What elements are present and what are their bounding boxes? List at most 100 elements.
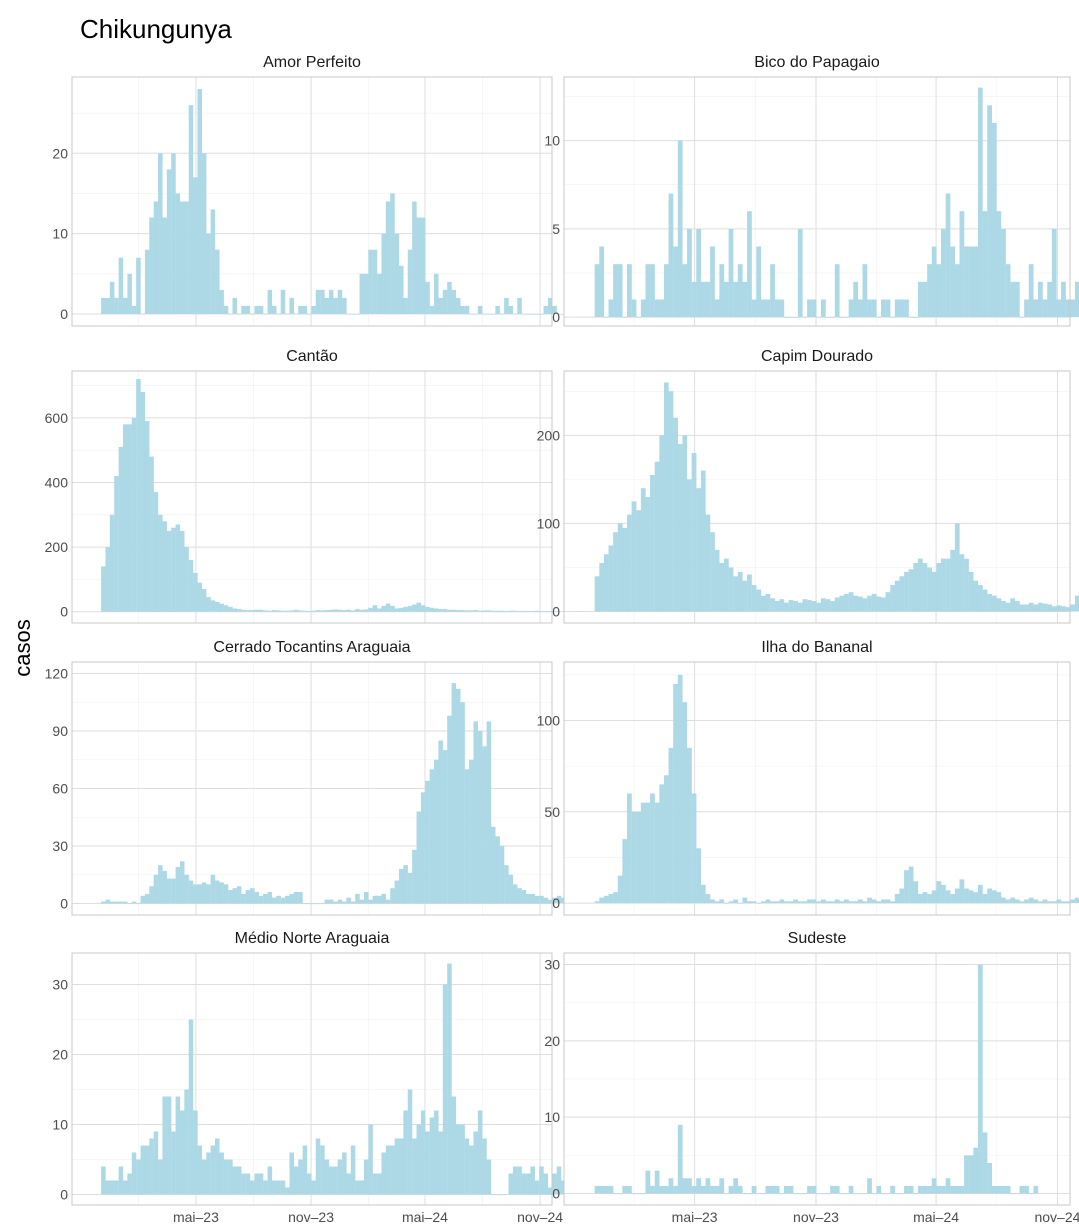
bar (521, 890, 527, 904)
bar (964, 1155, 969, 1194)
bar (188, 105, 194, 314)
bar (473, 721, 478, 904)
y-tick-label: 0 (60, 896, 68, 912)
bar (663, 264, 669, 318)
bar (816, 1193, 822, 1195)
bar (398, 869, 404, 904)
bar (857, 596, 863, 612)
bar (705, 281, 711, 318)
bar (603, 1185, 609, 1194)
bar (166, 530, 172, 612)
bar (627, 514, 632, 612)
bar (977, 585, 983, 612)
bar (280, 897, 286, 904)
bar (184, 201, 189, 314)
bar (245, 305, 251, 314)
bar (691, 281, 697, 318)
bar (223, 884, 229, 904)
y-tick-label: 50 (544, 804, 560, 820)
bar (324, 899, 330, 904)
bar (996, 892, 1002, 904)
bar (241, 305, 246, 314)
bar (149, 456, 154, 612)
bar (1038, 281, 1043, 318)
bar (306, 903, 312, 905)
bar (250, 313, 255, 315)
bar (311, 1180, 316, 1195)
bar (640, 488, 646, 612)
bar (451, 609, 457, 612)
panel-bico-do-papagaio: Bico do Papagaio 0 5 10 (544, 54, 1079, 327)
bar (311, 305, 316, 314)
bar (811, 299, 817, 318)
bar (118, 446, 124, 612)
bar (267, 610, 273, 612)
bar (193, 884, 198, 904)
bar (682, 264, 688, 318)
bar (1005, 602, 1011, 612)
bar (659, 784, 665, 904)
bar (1014, 281, 1020, 318)
bar (464, 1138, 470, 1195)
bar (654, 299, 660, 318)
bar (118, 1166, 124, 1195)
bar (429, 769, 435, 904)
bar (848, 1185, 854, 1194)
bar (285, 610, 290, 612)
bar (765, 899, 771, 904)
bar (857, 1193, 863, 1195)
bar (968, 1155, 974, 1194)
bar (416, 217, 422, 314)
bar (556, 611, 562, 612)
bar (552, 1173, 557, 1195)
bar (179, 530, 185, 612)
bar (700, 470, 706, 612)
bar (210, 1145, 216, 1195)
bar (1019, 317, 1025, 318)
bar (663, 382, 669, 612)
bar (162, 1096, 167, 1195)
bar (1014, 1193, 1020, 1195)
bar (118, 901, 124, 904)
bar (885, 1193, 891, 1195)
bar (460, 1124, 465, 1195)
bar (363, 273, 369, 314)
bar (848, 299, 854, 318)
bar (834, 1185, 840, 1194)
bar (201, 589, 207, 612)
bar (636, 510, 642, 612)
bar (350, 313, 356, 315)
bar (149, 886, 154, 904)
bar (561, 611, 566, 612)
bar (1042, 603, 1048, 612)
bar (144, 421, 150, 612)
bar (499, 610, 505, 612)
bar (987, 1163, 992, 1194)
panel-title: Bico do Papagaio (754, 54, 880, 71)
bar (788, 317, 794, 318)
bar (302, 1145, 308, 1195)
bar (245, 1173, 251, 1195)
bar (530, 611, 535, 612)
bar (687, 1178, 692, 1194)
bar (477, 305, 483, 314)
bar (136, 1159, 141, 1195)
bar (162, 217, 167, 314)
bar (162, 870, 167, 904)
bar (1010, 897, 1016, 904)
bar (977, 87, 983, 318)
bar (328, 609, 334, 612)
bar (954, 523, 960, 612)
bar (1042, 299, 1048, 318)
bar (184, 1089, 189, 1195)
bar (816, 602, 822, 612)
bar (941, 228, 946, 318)
bar (381, 1152, 386, 1195)
bar (464, 769, 470, 904)
bar (659, 299, 665, 318)
bar (747, 574, 752, 612)
bar (451, 683, 457, 904)
bar (751, 1185, 757, 1194)
bar (136, 257, 141, 314)
bar (490, 313, 496, 315)
